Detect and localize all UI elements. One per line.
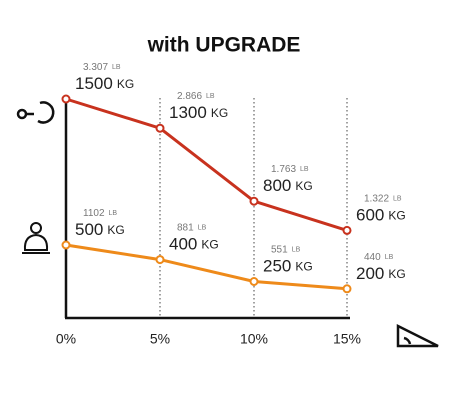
- value-label: 200 KG: [356, 264, 406, 283]
- x-tick-label: 5%: [150, 331, 170, 347]
- point: [61, 240, 71, 250]
- secondary-unit: LB: [393, 195, 402, 202]
- value: 200: [356, 264, 384, 283]
- secondary-value: 551: [271, 244, 288, 255]
- secondary-unit: LB: [109, 210, 118, 217]
- secondary-label: 2.866 LB: [177, 91, 215, 102]
- secondary-unit: LB: [206, 93, 215, 100]
- secondary-value: 881: [177, 222, 194, 233]
- secondary-label: 551 LB: [271, 244, 301, 255]
- secondary-value: 440: [364, 251, 381, 262]
- unit: KG: [388, 209, 405, 223]
- point: [249, 196, 259, 206]
- secondary-label: 3.307 LB: [83, 62, 121, 73]
- secondary-value: 1.322: [364, 193, 389, 204]
- unit: KG: [295, 179, 312, 193]
- value-label: 600 KG: [356, 206, 406, 225]
- value-label: 500 KG: [75, 220, 125, 239]
- value-label: 1500 KG: [75, 74, 134, 93]
- secondary-label: 1.763 LB: [271, 164, 309, 175]
- value: 1500: [75, 74, 113, 93]
- value: 400: [169, 235, 197, 254]
- point: [249, 277, 259, 286]
- point: [155, 123, 165, 133]
- unit: KG: [295, 260, 312, 274]
- point: [61, 94, 71, 104]
- point: [342, 284, 352, 294]
- secondary-label: 881 LB: [177, 222, 207, 233]
- secondary-value: 1.763: [271, 164, 296, 175]
- slope-icon: [396, 323, 439, 348]
- hook-icon: [16, 101, 55, 124]
- series-line: [65, 97, 348, 232]
- secondary-unit: LB: [198, 224, 207, 231]
- value-label: 400 KG: [169, 235, 219, 254]
- secondary-unit: LB: [300, 166, 309, 173]
- secondary-value: 3.307: [83, 62, 108, 73]
- secondary-value: 1102: [83, 208, 105, 219]
- secondary-label: 1.322 LB: [364, 193, 402, 204]
- x-tick-label: 0%: [56, 331, 76, 347]
- unit: KG: [388, 267, 405, 281]
- value: 600: [356, 206, 384, 225]
- value: 800: [263, 177, 291, 196]
- unit: KG: [211, 106, 228, 120]
- point: [342, 225, 352, 235]
- x-tick-label: 15%: [333, 331, 361, 347]
- value: 1300: [169, 104, 207, 123]
- x-tick-label: 10%: [240, 331, 268, 347]
- value: 250: [263, 257, 291, 276]
- secondary-unit: LB: [385, 254, 394, 261]
- unit: KG: [107, 223, 124, 237]
- secondary-label: 440 LB: [364, 251, 394, 262]
- point: [155, 255, 165, 265]
- person-icon: [22, 222, 50, 254]
- chart-title: with UPGRADE: [147, 34, 301, 57]
- value: 500: [75, 220, 103, 239]
- value-label: 250 KG: [263, 257, 313, 276]
- secondary-unit: LB: [292, 246, 301, 253]
- secondary-value: 2.866: [177, 91, 202, 102]
- series-line: [65, 243, 348, 291]
- secondary-label: 1102 LB: [83, 208, 117, 219]
- value-label: 1300 KG: [169, 104, 228, 123]
- value-label: 800 KG: [263, 177, 313, 196]
- secondary-unit: LB: [112, 64, 121, 71]
- unit: KG: [117, 77, 134, 91]
- unit: KG: [201, 238, 218, 252]
